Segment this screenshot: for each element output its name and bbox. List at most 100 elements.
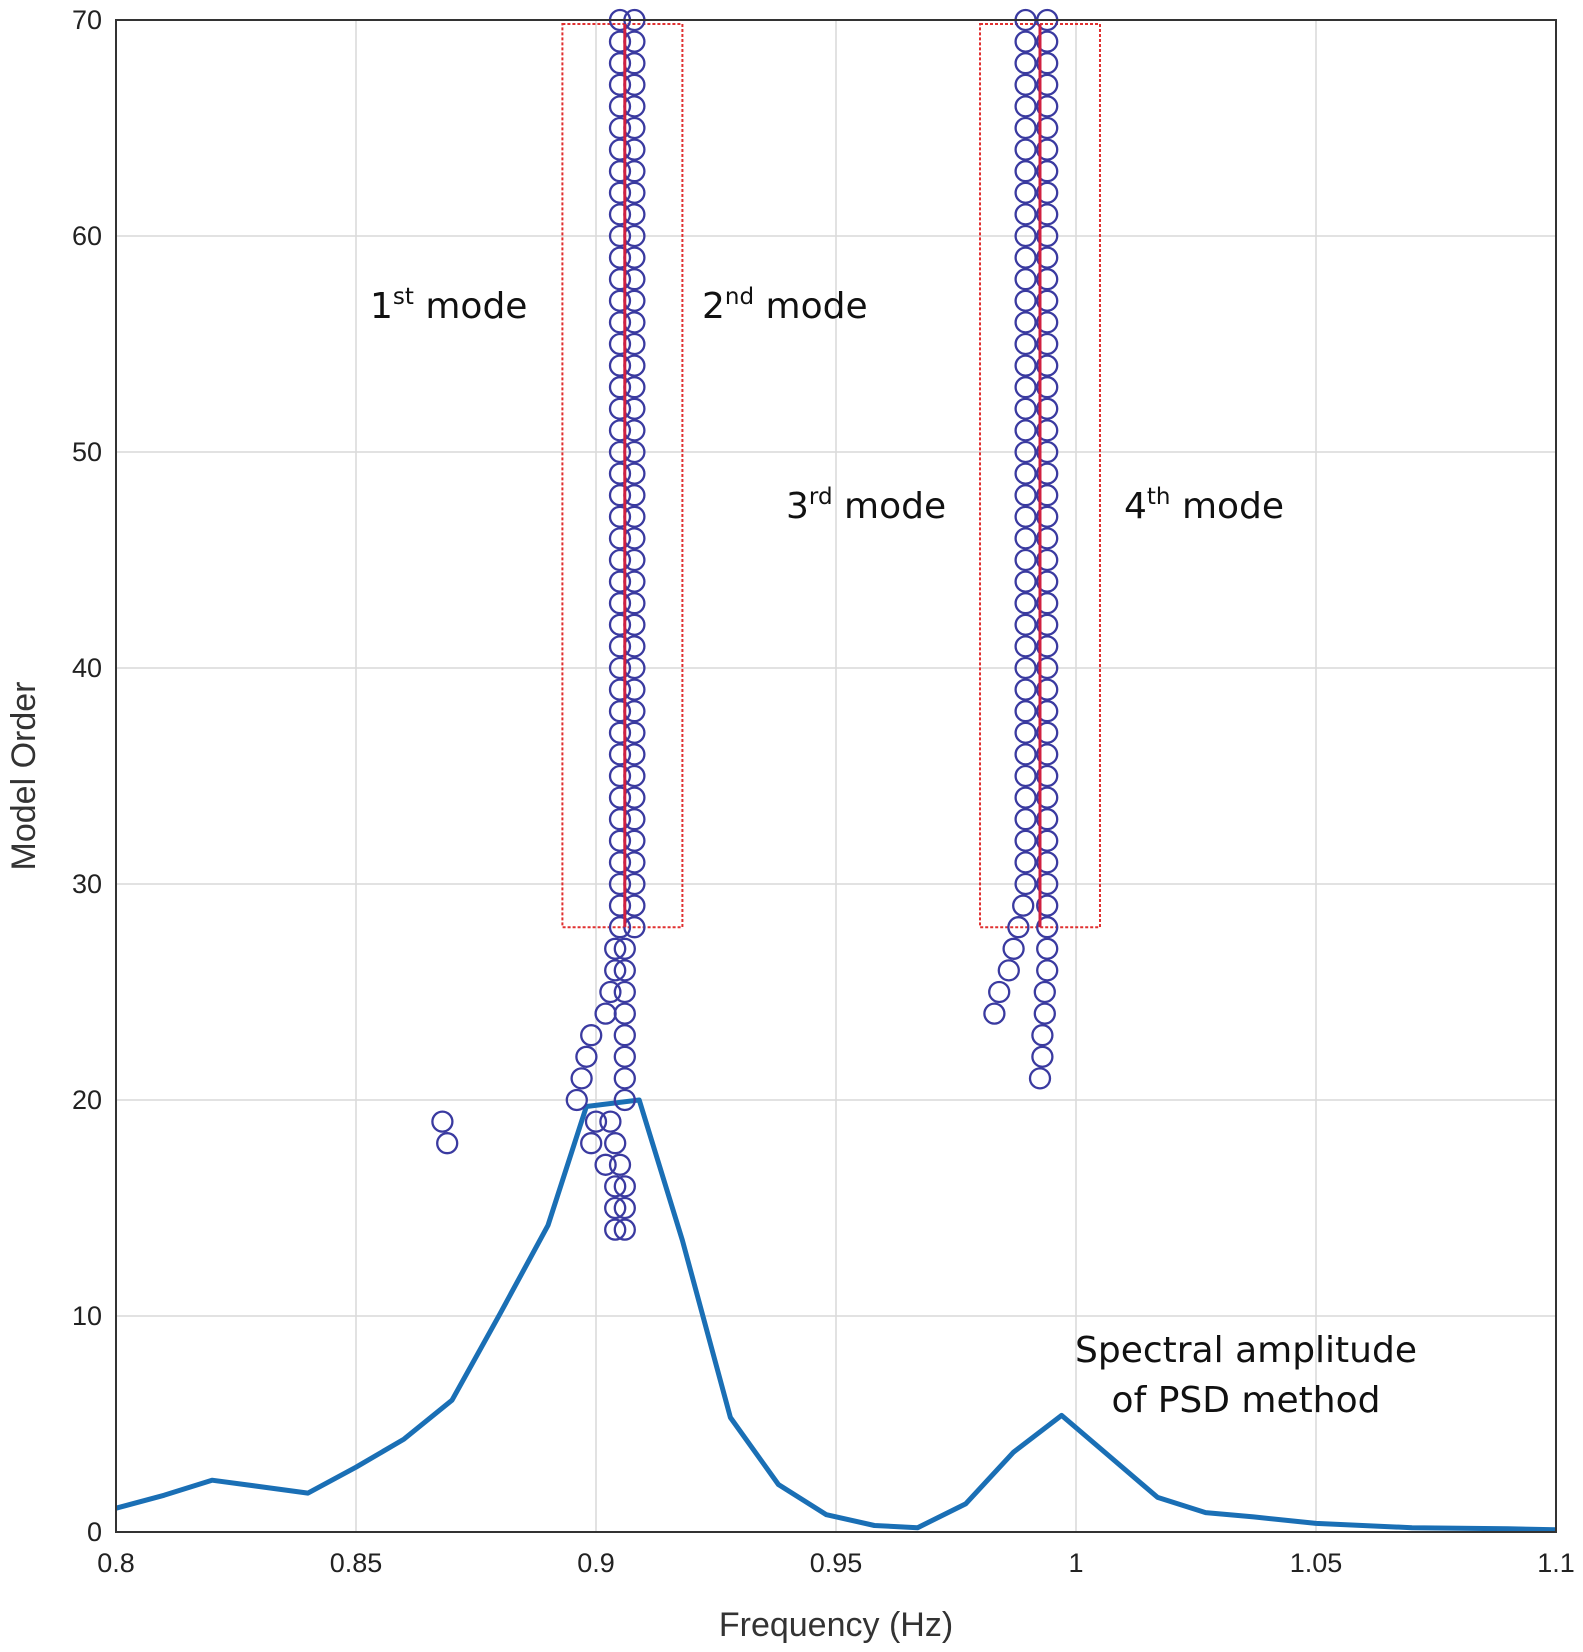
pole-marker: [1014, 203, 1037, 226]
pole-marker: [623, 138, 646, 161]
pole-marker: [623, 613, 646, 636]
annotation-psd-line2: of PSD method: [1112, 1380, 1381, 1421]
pole-marker: [608, 354, 632, 377]
pole-marker: [1033, 980, 1056, 1004]
pole-marker: [608, 311, 632, 334]
psd-line: [115, 1097, 1557, 1533]
pole-marker: [623, 203, 646, 226]
pole-marker: [1014, 851, 1037, 874]
pole-marker: [436, 1132, 459, 1155]
pole-marker: [608, 138, 632, 161]
y-tick-label: 40: [72, 653, 102, 683]
x-tick-label: 0.95: [810, 1548, 863, 1578]
pole-marker: [1036, 548, 1059, 572]
pole-marker: [1014, 116, 1037, 140]
pole-marker: [1036, 872, 1059, 896]
pole-marker: [1014, 419, 1037, 442]
pole-marker: [623, 376, 646, 399]
pole-marker: [613, 937, 636, 960]
pole-marker: [565, 1088, 588, 1112]
pole-marker: [584, 1110, 608, 1133]
pole-marker: [1014, 808, 1037, 831]
pole-marker: [1014, 52, 1037, 75]
pole-marker: [608, 95, 632, 118]
pole-marker: [608, 505, 632, 528]
y-tick-label: 60: [72, 221, 102, 251]
pole-marker: [1014, 764, 1037, 788]
pole-marker: [608, 570, 632, 593]
pole-marker: [608, 440, 632, 464]
pole-marker: [608, 397, 632, 420]
pole-marker: [1014, 246, 1037, 269]
pole-marker: [623, 764, 646, 788]
pole-marker: [1036, 592, 1059, 615]
pole-marker: [1014, 160, 1037, 183]
pole-marker: [613, 1218, 636, 1241]
pole-marker: [1036, 484, 1059, 507]
x-tick-label: 0.9: [577, 1548, 615, 1578]
pole-marker: [608, 332, 632, 356]
pole-marker: [623, 678, 646, 701]
pole-marker: [623, 462, 646, 485]
pole-marker: [608, 462, 632, 485]
pole-marker: [608, 786, 632, 809]
pole-marker: [1036, 311, 1059, 334]
pole-marker: [613, 1196, 636, 1220]
pole-marker: [604, 1132, 627, 1155]
pole-marker: [1014, 872, 1037, 896]
pole-marker: [613, 1088, 636, 1112]
pole-marker: [1014, 570, 1037, 593]
pole-marker: [1036, 613, 1059, 636]
y-tick-label: 0: [87, 1517, 102, 1547]
pole-marker: [623, 30, 646, 53]
pole-marker: [1036, 419, 1059, 442]
pole-marker: [1012, 894, 1035, 917]
pole-marker: [1033, 1002, 1056, 1025]
pole-marker: [1036, 656, 1059, 680]
pole-marker: [1014, 95, 1037, 118]
pole-marker: [599, 1110, 622, 1133]
pole-marker: [623, 311, 646, 334]
pole-marker: [1014, 786, 1037, 809]
pole-marker: [1014, 181, 1037, 204]
pole-marker: [608, 916, 632, 939]
pole-marker: [1014, 613, 1037, 636]
pole-marker: [1014, 700, 1037, 723]
pole-marker: [1014, 138, 1037, 161]
pole-marker: [1014, 548, 1037, 572]
pole-marker: [1014, 592, 1037, 615]
pole-marker: [1036, 440, 1059, 464]
pole-marker: [1014, 527, 1037, 550]
pole-marker: [608, 181, 632, 204]
pole-marker: [623, 527, 646, 550]
pole-marker: [1031, 1024, 1054, 1047]
grid-lines: [115, 19, 1557, 1533]
pole-marker: [608, 700, 632, 723]
pole-marker: [1014, 829, 1037, 852]
pole-marker: [1036, 138, 1059, 161]
pole-marker: [1014, 462, 1037, 485]
pole-marker: [1014, 743, 1037, 766]
pole-marker: [1014, 311, 1037, 334]
pole-marker: [613, 1175, 636, 1198]
pole-marker: [623, 570, 646, 593]
pole-marker: [1036, 786, 1059, 809]
pole-marker: [1036, 635, 1059, 658]
pole-marker: [608, 656, 632, 680]
pole-marker: [1014, 505, 1037, 528]
pole-marker: [1028, 1067, 1052, 1090]
pole-marker: [1014, 656, 1037, 680]
pole-marker: [1014, 354, 1037, 377]
pole-marker: [623, 419, 646, 442]
pole-marker: [599, 980, 622, 1004]
pole-marker: [608, 376, 632, 399]
pole-marker: [1036, 332, 1059, 356]
pole-marker: [623, 786, 646, 809]
pole-marker: [623, 700, 646, 723]
pole-marker: [608, 203, 632, 226]
annotation-1st-mode: 1st mode: [370, 284, 527, 327]
pole-marker: [988, 980, 1011, 1004]
pole-marker: [1007, 916, 1030, 939]
pole-marker: [608, 268, 632, 291]
psd-curve: [115, 1097, 1557, 1533]
